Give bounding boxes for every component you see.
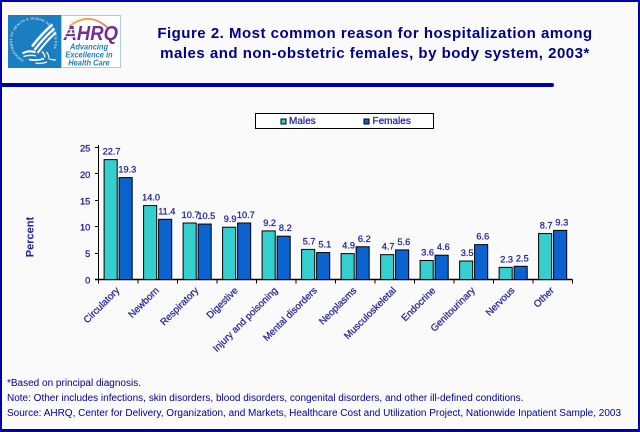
svg-text:11.4: 11.4 xyxy=(158,206,175,216)
svg-text:8.7: 8.7 xyxy=(540,221,553,231)
svg-text:8.2: 8.2 xyxy=(279,223,292,233)
svg-text:4.7: 4.7 xyxy=(382,242,395,252)
svg-text:10.7: 10.7 xyxy=(237,210,255,220)
svg-text:10.7: 10.7 xyxy=(182,210,200,220)
svg-text:20: 20 xyxy=(80,170,90,180)
svg-text:9.9: 9.9 xyxy=(224,214,237,224)
svg-text:Respiratory: Respiratory xyxy=(158,285,201,328)
svg-text:25: 25 xyxy=(80,144,90,154)
svg-text:Females: Females xyxy=(373,116,411,127)
svg-text:4.6: 4.6 xyxy=(437,242,450,252)
svg-text:Males: Males xyxy=(289,116,316,127)
svg-text:Digestive: Digestive xyxy=(205,285,241,321)
svg-text:Neoplasms: Neoplasms xyxy=(317,285,359,327)
svg-text:Nervous: Nervous xyxy=(484,285,517,318)
svg-text:4.9: 4.9 xyxy=(342,241,355,251)
svg-text:Other: Other xyxy=(532,285,557,310)
svg-text:2.3: 2.3 xyxy=(500,254,513,264)
svg-text:Excellence in: Excellence in xyxy=(65,50,112,59)
svg-text:5.7: 5.7 xyxy=(303,236,316,246)
svg-text:Percent: Percent xyxy=(25,216,37,257)
svg-text:0: 0 xyxy=(85,276,90,286)
svg-text:Endocrine: Endocrine xyxy=(400,285,439,324)
svg-text:6.2: 6.2 xyxy=(358,234,371,244)
svg-text:2.5: 2.5 xyxy=(516,253,529,263)
svg-text:3.5: 3.5 xyxy=(461,248,474,258)
svg-text:AHRQ: AHRQ xyxy=(63,22,118,45)
svg-text:19.3: 19.3 xyxy=(118,165,136,175)
svg-text:9.2: 9.2 xyxy=(263,218,276,228)
svg-text:5.6: 5.6 xyxy=(397,237,410,247)
svg-text:22.7: 22.7 xyxy=(103,147,121,157)
svg-text:10: 10 xyxy=(80,223,90,233)
svg-text:3.6: 3.6 xyxy=(421,247,434,257)
svg-text:6.6: 6.6 xyxy=(476,232,489,242)
svg-text:5.1: 5.1 xyxy=(318,240,331,250)
svg-text:15: 15 xyxy=(80,196,90,206)
svg-text:5: 5 xyxy=(85,249,90,259)
svg-text:Newborn: Newborn xyxy=(127,285,162,320)
svg-text:14.0: 14.0 xyxy=(142,193,160,203)
svg-text:Health Care: Health Care xyxy=(68,58,110,67)
svg-text:9.3: 9.3 xyxy=(555,217,568,227)
svg-text:Advancing: Advancing xyxy=(69,42,108,51)
svg-text:Circulatory: Circulatory xyxy=(82,285,123,326)
svg-text:10.5: 10.5 xyxy=(197,211,215,221)
